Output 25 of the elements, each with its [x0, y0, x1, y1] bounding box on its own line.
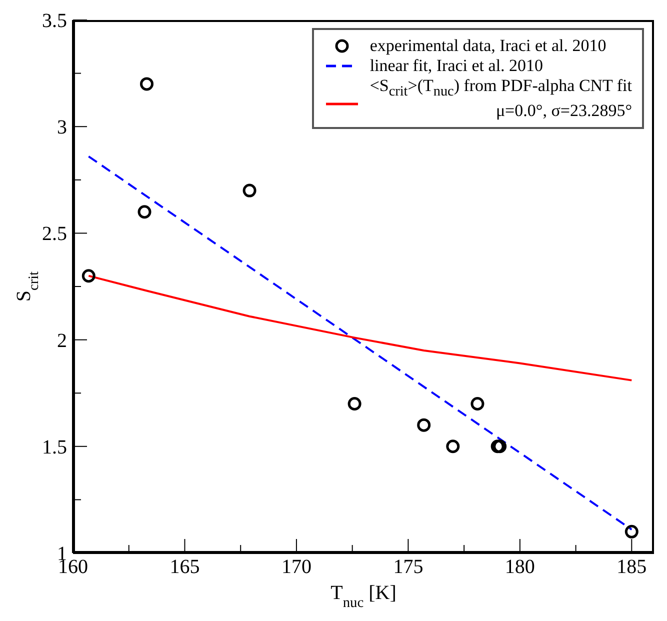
point: [493, 440, 507, 454]
x-tick-label: 180: [504, 556, 535, 578]
point: [490, 440, 504, 454]
legend-label: experimental data, Iraci et al. 2010: [370, 36, 606, 56]
point: [624, 524, 638, 538]
y-tick-label: 2.5: [42, 223, 67, 246]
x-axis-title: T$_{nuc}$ [K]: [330, 582, 396, 611]
point: [82, 269, 96, 283]
x-tick-label: 185: [616, 556, 647, 578]
y-tick-label: 1.5: [42, 436, 67, 458]
point: [138, 205, 152, 219]
point: [140, 77, 154, 91]
point: [470, 397, 484, 411]
x-tick-label: 165: [170, 556, 200, 578]
legend-label: linear fit, Iraci et al. 2010: [370, 56, 544, 76]
point: [446, 440, 460, 454]
x-tick-label: 170: [281, 556, 312, 578]
y-tick-label: 2: [57, 330, 67, 352]
point: [242, 184, 256, 198]
legend-label: <S$_{crit}$>(T$_{nuc}$) from PDF-alpha CNT fit μ=0.0°, σ=23.2895°: [370, 76, 632, 122]
y-tick-label: 3: [57, 116, 67, 139]
point: [417, 418, 431, 432]
y-tick-label: 3.5: [42, 10, 67, 32]
point: [348, 397, 362, 411]
x-tick-label: 175: [393, 556, 424, 578]
